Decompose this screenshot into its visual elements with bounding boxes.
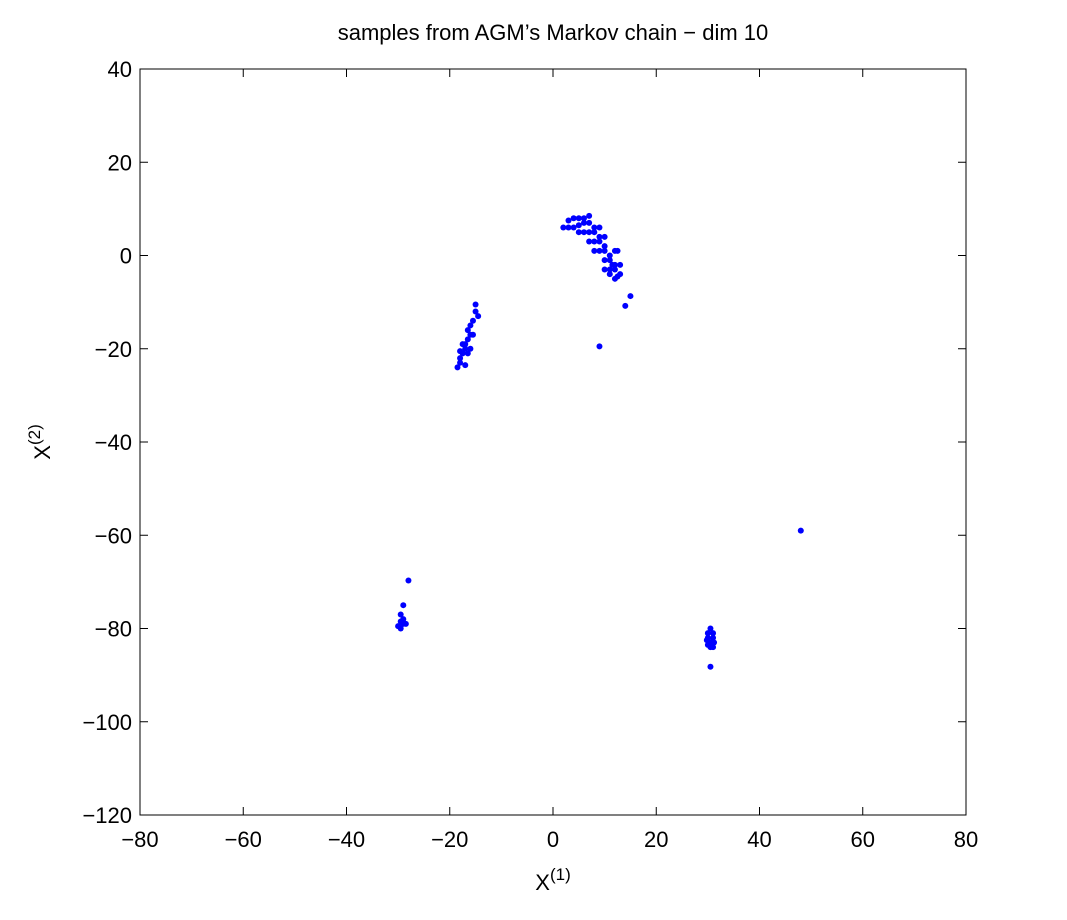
point <box>596 247 603 254</box>
point <box>472 308 479 315</box>
point <box>601 257 608 264</box>
point <box>586 238 593 245</box>
point <box>586 212 593 219</box>
plot-frame <box>139 68 967 816</box>
point <box>464 336 471 343</box>
point <box>467 345 474 352</box>
y-axis-label-base: X <box>30 445 55 460</box>
x-tick-label: 20 <box>644 827 668 852</box>
point <box>622 302 629 309</box>
point <box>614 247 621 254</box>
point <box>704 630 711 637</box>
point <box>606 257 613 264</box>
x-axis-label-sup: (1) <box>550 865 571 884</box>
point <box>580 219 587 226</box>
point <box>565 217 572 224</box>
point <box>397 611 404 618</box>
y-tick-label: 0 <box>120 244 132 269</box>
point <box>591 224 598 231</box>
x-tick-label: −20 <box>431 827 468 852</box>
point <box>400 616 407 623</box>
x-tick-label: −60 <box>225 827 262 852</box>
chart-title: samples from AGM’s Markov chain − dim 10 <box>338 20 769 45</box>
y-tick-label: −60 <box>95 523 132 548</box>
point <box>711 639 718 646</box>
point <box>560 224 567 231</box>
point <box>627 293 634 300</box>
x-axis-label-base: X <box>535 870 550 895</box>
point <box>472 301 479 308</box>
point <box>703 637 710 644</box>
point <box>405 577 412 584</box>
x-tick-label: 0 <box>547 827 559 852</box>
point <box>459 341 466 348</box>
point <box>475 313 482 320</box>
point <box>596 238 603 245</box>
y-tick-label: −120 <box>82 803 132 828</box>
y-axis-label: X(2) <box>25 424 55 459</box>
point <box>606 266 613 273</box>
point <box>601 247 608 254</box>
point <box>601 266 608 273</box>
x-tick-label: 80 <box>954 827 978 852</box>
point <box>710 630 717 637</box>
y-tick-label: −20 <box>95 337 132 362</box>
point <box>614 273 621 280</box>
point <box>710 634 717 641</box>
point <box>617 261 624 268</box>
point <box>580 229 587 236</box>
point <box>464 350 471 357</box>
point <box>462 362 469 369</box>
point <box>469 317 476 324</box>
point <box>575 215 582 222</box>
point <box>606 252 613 259</box>
point <box>601 233 608 240</box>
point <box>467 322 474 329</box>
point <box>400 602 407 609</box>
y-tick-label: −40 <box>95 430 132 455</box>
point <box>606 271 613 278</box>
point <box>580 215 587 222</box>
point <box>575 229 582 236</box>
point <box>570 224 577 231</box>
y-tick-label: −100 <box>82 710 132 735</box>
point <box>457 355 464 362</box>
point <box>397 625 404 632</box>
point <box>797 527 804 534</box>
x-tick-label: 40 <box>747 827 771 852</box>
point <box>591 229 598 236</box>
x-tick-label: −80 <box>121 827 158 852</box>
y-tick-label: −80 <box>95 617 132 642</box>
point <box>609 261 616 268</box>
point <box>596 233 603 240</box>
x-axis-label: X(1) <box>535 865 570 895</box>
y-axis-label-sup: (2) <box>25 424 44 445</box>
point <box>462 345 469 352</box>
point <box>596 224 603 231</box>
point <box>565 224 572 231</box>
point <box>586 229 593 236</box>
point <box>457 359 464 366</box>
x-tick-label: 60 <box>851 827 875 852</box>
point <box>591 247 598 254</box>
point <box>611 266 618 273</box>
point <box>469 331 476 338</box>
point <box>454 364 461 371</box>
point <box>707 625 714 632</box>
y-tick-label: 20 <box>108 150 132 175</box>
point <box>457 348 464 355</box>
point <box>596 343 603 350</box>
point <box>591 238 598 245</box>
point <box>464 327 471 334</box>
x-tick-label: −40 <box>328 827 365 852</box>
point <box>586 219 593 226</box>
point <box>707 644 714 651</box>
point <box>570 215 577 222</box>
point <box>575 222 582 229</box>
point <box>707 663 714 670</box>
point <box>402 620 409 627</box>
y-tick-label: 40 <box>108 57 132 82</box>
point <box>601 243 608 250</box>
